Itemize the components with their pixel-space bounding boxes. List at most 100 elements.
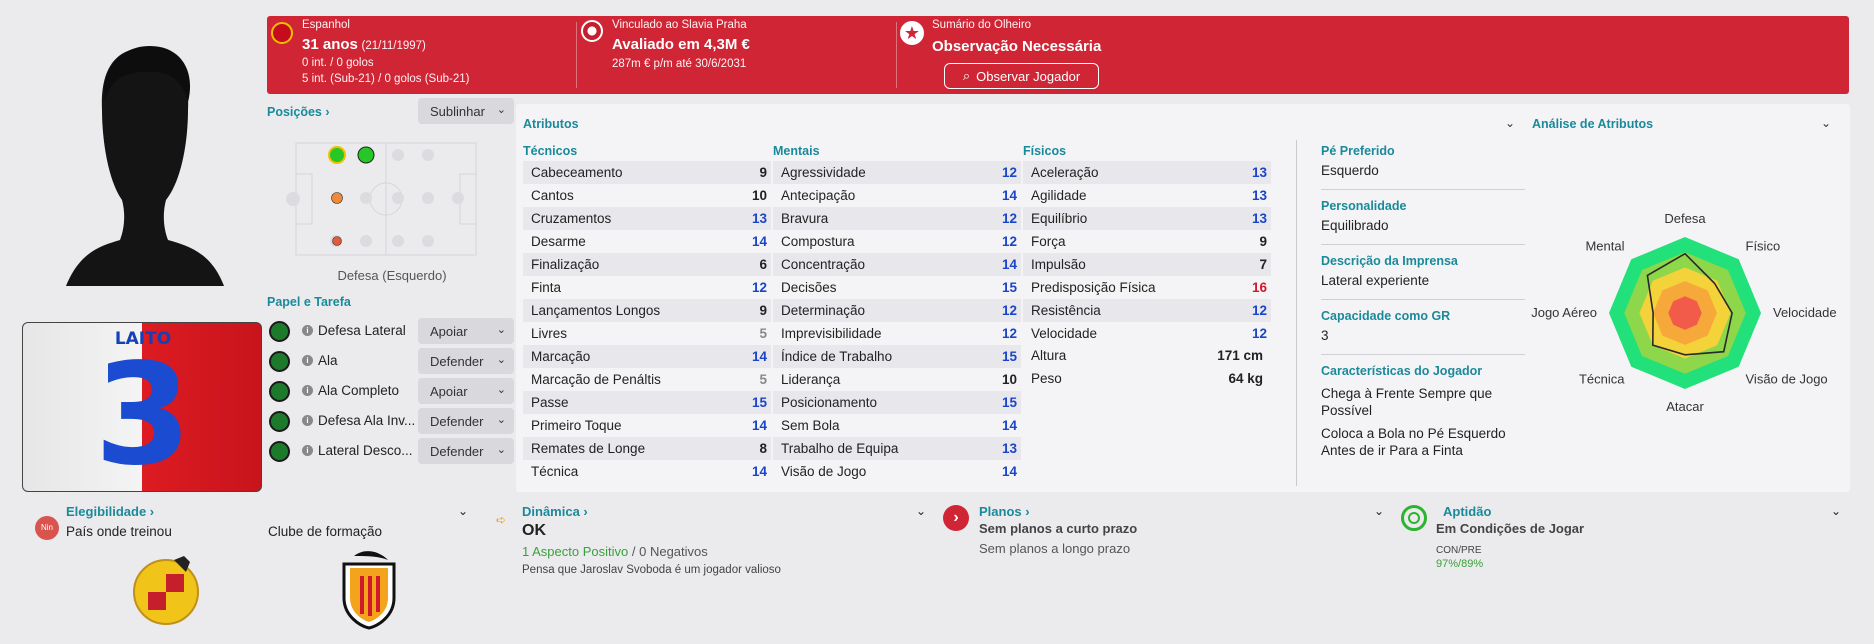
attribute-name: Compostura: [781, 234, 855, 249]
attribute-value: 14: [1001, 188, 1017, 203]
chevron-down-icon: ⌄: [496, 324, 506, 336]
attribute-name: Índice de Trabalho: [781, 349, 893, 364]
chevron-down-icon: ⌄: [496, 414, 506, 426]
position-pitch: [282, 140, 492, 258]
eligibility-label: Elegibilidade: [66, 504, 147, 519]
attribute-name: Liderança: [781, 372, 841, 387]
attribute-name: Finta: [531, 280, 562, 295]
radar-axis-label: Técnica: [1579, 372, 1625, 387]
scout-player-label: Observar Jogador: [976, 68, 1081, 84]
duty-dropdown[interactable]: Defender ⌄: [418, 408, 514, 434]
highlight-dropdown[interactable]: Sublinhar ⌄: [418, 98, 514, 124]
con-pre-label: CON/PRE: [1436, 545, 1482, 556]
gk-label: Capacidade como GR: [1321, 309, 1451, 323]
scout-player-button[interactable]: ⌕ Observar Jogador: [944, 63, 1099, 89]
attribute-value: 13: [1001, 441, 1017, 456]
attribute-name: Posicionamento: [781, 395, 878, 410]
attribute-value: 13: [1251, 165, 1267, 180]
role-name: Ala Completo: [318, 383, 400, 398]
duty-label: Apoiar: [430, 323, 468, 339]
role-row[interactable]: i Lateral Desco... Defender ⌄: [268, 438, 514, 464]
duty-dropdown[interactable]: Defender ⌄: [418, 438, 514, 464]
pre-value: 89%: [1461, 558, 1484, 570]
attribute-value: 13: [1251, 188, 1267, 203]
trained-country-label: País onde treinou: [66, 524, 172, 539]
press-label: Descrição da Imprensa: [1321, 254, 1458, 268]
attribute-row: Aceleração 13: [1023, 161, 1271, 184]
attribute-row: Primeiro Toque 14: [523, 414, 771, 437]
positions-link[interactable]: Posições ›: [267, 104, 330, 119]
attribute-value: 12: [1001, 165, 1017, 180]
attribute-name: Predisposição Física: [1031, 280, 1156, 295]
trait-1: Chega à Frente Sempre que Possível: [1321, 386, 1493, 418]
role-row[interactable]: i Defesa Ala Inv... Defender ⌄: [268, 408, 514, 434]
radar-chevron-icon[interactable]: ⌄: [1821, 116, 1832, 130]
role-row[interactable]: i Ala Completo Apoiar ⌄: [268, 378, 514, 404]
info-icon[interactable]: i: [302, 415, 313, 426]
eligibility-chevron-icon[interactable]: ⌄: [458, 504, 469, 518]
positions-label: Posições: [267, 105, 322, 119]
plans-label: Planos: [979, 504, 1022, 519]
attribute-row: Bravura 12: [773, 207, 1021, 230]
attribute-name: Passe: [531, 395, 569, 410]
attribute-name: Desarme: [531, 234, 586, 249]
role-row[interactable]: i Defesa Lateral Apoiar ⌄: [268, 318, 514, 344]
attribute-name: Cabeceamento: [531, 165, 623, 180]
dynamics-chevron-icon[interactable]: ⌄: [916, 504, 927, 518]
personality-label: Personalidade: [1321, 199, 1407, 213]
scout-title: Sumário do Olheiro: [932, 19, 1032, 31]
eligibility-link[interactable]: Elegibilidade ›: [66, 504, 154, 519]
attribute-value: 10: [751, 188, 767, 203]
role-suitability-icon: [269, 411, 290, 432]
traits-label: Características do Jogador: [1321, 364, 1483, 378]
position-caption: Defesa (Esquerdo): [337, 268, 447, 283]
attribute-name: Concentração: [781, 257, 866, 272]
chevron-right-icon: ›: [321, 105, 330, 119]
duty-label: Apoiar: [430, 383, 468, 399]
duty-label: Defender: [430, 413, 484, 429]
attribute-value: 5: [759, 372, 767, 387]
attribute-row: Resistência 12: [1023, 299, 1271, 322]
scout-status: Observação Necessária: [932, 38, 1102, 55]
info-icon[interactable]: i: [302, 325, 313, 336]
attribute-name: Resistência: [1031, 303, 1101, 318]
info-icon[interactable]: i: [302, 445, 313, 456]
plans-link[interactable]: Planos ›: [979, 504, 1030, 519]
info-icon[interactable]: i: [302, 385, 313, 396]
club-badge-icon: [581, 20, 603, 42]
nation-label: Espanhol: [302, 19, 350, 31]
attribute-row: Passe 15: [523, 391, 771, 414]
attribute-row: Equilíbrio 13: [1023, 207, 1271, 230]
attribute-row: Agilidade 13: [1023, 184, 1271, 207]
duty-dropdown[interactable]: Defender ⌄: [418, 348, 514, 374]
radar-title: Análise de Atributos: [1532, 117, 1654, 131]
info-icon[interactable]: i: [302, 355, 313, 366]
personality-value: Equilibrado: [1321, 218, 1389, 233]
highlight-label: Sublinhar: [430, 103, 485, 119]
height-value: 171 cm: [1217, 348, 1263, 363]
duty-dropdown[interactable]: Apoiar ⌄: [418, 318, 514, 344]
duty-label: Defender: [430, 353, 484, 369]
attributes-chevron-icon[interactable]: ⌄: [1505, 116, 1516, 130]
attribute-value: 15: [1001, 280, 1017, 295]
kit-number: 3: [94, 334, 192, 492]
attribute-name: Agressividade: [781, 165, 866, 180]
attribute-value: 5: [759, 326, 767, 341]
role-row[interactable]: i Ala Defender ⌄: [268, 348, 514, 374]
attribute-value: 9: [759, 165, 767, 180]
attribute-value: 16: [1251, 280, 1267, 295]
fitness-chevron-icon[interactable]: ⌄: [1831, 504, 1842, 518]
attribute-row: Marcação 14: [523, 345, 771, 368]
attribute-name: Finalização: [531, 257, 600, 272]
radar-axis-label: Atacar: [1666, 399, 1704, 414]
duty-dropdown[interactable]: Apoiar ⌄: [418, 378, 514, 404]
dynamics-link[interactable]: Dinâmica ›: [522, 504, 588, 519]
attribute-value: 9: [759, 303, 767, 318]
attribute-row: Impulsão 7: [1023, 253, 1271, 276]
con-value: 97%: [1436, 558, 1459, 570]
wage-label: 287m € p/m até 30/6/2031: [612, 58, 747, 70]
height-label: Altura: [1031, 348, 1067, 363]
plans-short: Sem planos a curto prazo: [979, 521, 1138, 536]
attribute-row: Finta 12: [523, 276, 771, 299]
plans-chevron-icon[interactable]: ⌄: [1374, 504, 1385, 518]
